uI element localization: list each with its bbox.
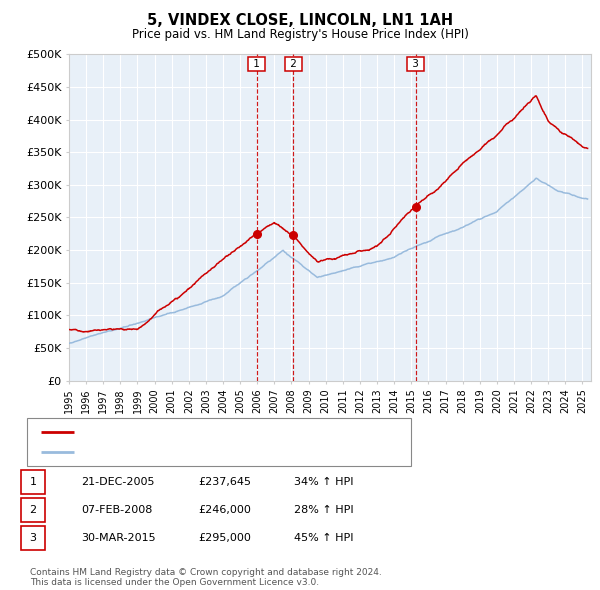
Text: 07-FEB-2008: 07-FEB-2008 bbox=[81, 505, 152, 515]
Text: 28% ↑ HPI: 28% ↑ HPI bbox=[294, 505, 353, 515]
Text: 2: 2 bbox=[287, 59, 300, 69]
Text: 1: 1 bbox=[250, 59, 263, 69]
Text: 3: 3 bbox=[29, 533, 37, 543]
Text: 2: 2 bbox=[29, 505, 37, 515]
Text: Price paid vs. HM Land Registry's House Price Index (HPI): Price paid vs. HM Land Registry's House … bbox=[131, 28, 469, 41]
Text: Contains HM Land Registry data © Crown copyright and database right 2024.: Contains HM Land Registry data © Crown c… bbox=[30, 568, 382, 577]
Text: £295,000: £295,000 bbox=[198, 533, 251, 543]
Text: 5, VINDEX CLOSE, LINCOLN, LN1 1AH (detached house): 5, VINDEX CLOSE, LINCOLN, LN1 1AH (detac… bbox=[81, 427, 370, 437]
Text: 3: 3 bbox=[409, 59, 422, 69]
Text: 1: 1 bbox=[29, 477, 37, 487]
Text: This data is licensed under the Open Government Licence v3.0.: This data is licensed under the Open Gov… bbox=[30, 578, 319, 587]
Text: 45% ↑ HPI: 45% ↑ HPI bbox=[294, 533, 353, 543]
Text: HPI: Average price, detached house, Lincoln: HPI: Average price, detached house, Linc… bbox=[81, 447, 311, 457]
Text: £246,000: £246,000 bbox=[198, 505, 251, 515]
Text: 30-MAR-2015: 30-MAR-2015 bbox=[81, 533, 155, 543]
Text: 34% ↑ HPI: 34% ↑ HPI bbox=[294, 477, 353, 487]
Text: £237,645: £237,645 bbox=[198, 477, 251, 487]
Text: 5, VINDEX CLOSE, LINCOLN, LN1 1AH: 5, VINDEX CLOSE, LINCOLN, LN1 1AH bbox=[147, 13, 453, 28]
Text: 21-DEC-2005: 21-DEC-2005 bbox=[81, 477, 155, 487]
